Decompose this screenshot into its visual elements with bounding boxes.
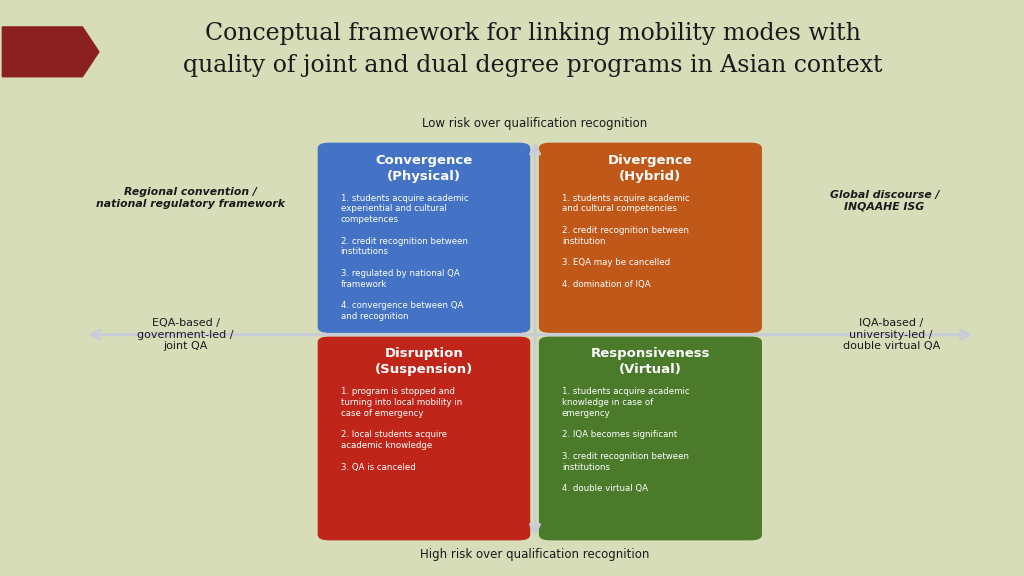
- FancyBboxPatch shape: [317, 336, 530, 540]
- Text: 1. students acquire academic
and cultural competencies

2. credit recognition be: 1. students acquire academic and cultura…: [562, 194, 689, 289]
- FancyBboxPatch shape: [539, 143, 762, 333]
- Text: Responsiveness
(Virtual): Responsiveness (Virtual): [591, 347, 711, 377]
- Text: Low risk over qualification recognition: Low risk over qualification recognition: [423, 116, 647, 130]
- FancyBboxPatch shape: [317, 143, 530, 333]
- Text: Divergence
(Hybrid): Divergence (Hybrid): [608, 154, 693, 183]
- Text: Conceptual framework for linking mobility modes with
quality of joint and dual d: Conceptual framework for linking mobilit…: [182, 22, 883, 77]
- Text: IQA-based /
university-led /
double virtual QA: IQA-based / university-led / double virt…: [843, 318, 940, 351]
- Text: Convergence
(Physical): Convergence (Physical): [376, 154, 473, 183]
- Text: EQA-based /
government-led /
joint QA: EQA-based / government-led / joint QA: [137, 318, 233, 351]
- Text: High risk over qualification recognition: High risk over qualification recognition: [421, 548, 649, 561]
- Text: 1. students acquire academic
knowledge in case of
emergency

2. IQA becomes sign: 1. students acquire academic knowledge i…: [562, 388, 689, 493]
- FancyArrow shape: [2, 27, 99, 77]
- Text: 1. program is stopped and
turning into local mobility in
case of emergency

2. l: 1. program is stopped and turning into l…: [341, 388, 462, 472]
- Text: Disruption
(Suspension): Disruption (Suspension): [375, 347, 473, 377]
- Text: Global discourse /
INQAAHE ISG: Global discourse / INQAAHE ISG: [829, 190, 939, 211]
- Text: Regional convention /
national regulatory framework: Regional convention / national regulator…: [96, 187, 285, 209]
- Text: 1. students acquire academic
experiential and cultural
competences

2. credit re: 1. students acquire academic experientia…: [341, 194, 468, 321]
- FancyBboxPatch shape: [539, 336, 762, 540]
